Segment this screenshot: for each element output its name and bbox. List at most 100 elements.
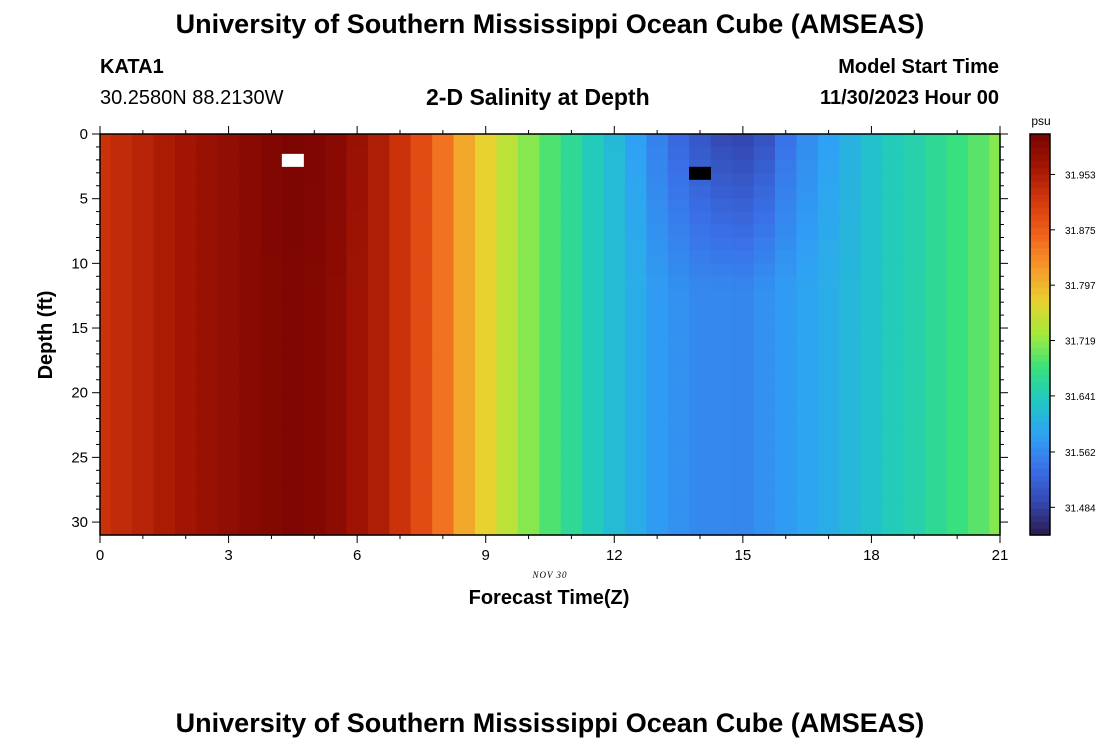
heatmap-cell — [496, 496, 519, 510]
heatmap-cell — [646, 146, 669, 161]
heatmap-cell — [367, 418, 390, 433]
heatmap-cell — [110, 328, 133, 342]
heatmap-cell — [732, 509, 755, 523]
heatmap-cell — [796, 444, 819, 458]
heatmap-cell — [367, 496, 390, 510]
heatmap-cell — [689, 315, 712, 329]
heatmap-cell — [603, 211, 626, 226]
heatmap-cell — [860, 328, 883, 342]
heatmap-cell — [132, 146, 155, 161]
heatmap-cell — [603, 496, 626, 510]
heatmap-cell — [325, 457, 348, 471]
heatmap-cell — [710, 134, 733, 148]
heatmap-cell — [153, 522, 176, 536]
heatmap-cell — [496, 392, 519, 407]
heatmap-cell — [817, 302, 840, 316]
colorbar-segment — [1030, 180, 1050, 189]
heatmap-cell — [925, 328, 948, 342]
heatmap-cell — [303, 340, 326, 355]
heatmap-cell — [303, 457, 326, 471]
heatmap-cell — [239, 328, 262, 342]
heatmap-cell — [667, 405, 690, 420]
heatmap-cell — [282, 444, 305, 458]
x-tick-label: 9 — [482, 547, 490, 564]
heatmap-cell — [903, 263, 926, 277]
heatmap-cell — [775, 496, 798, 510]
heatmap-cell — [796, 276, 819, 290]
minimum-marker — [689, 166, 711, 180]
heatmap-cell — [346, 315, 369, 329]
heatmap-cell — [153, 224, 176, 239]
heatmap-cell — [967, 134, 990, 148]
heatmap-cell — [753, 366, 776, 381]
heatmap-cell — [732, 496, 755, 510]
heatmap-cell — [775, 211, 798, 226]
heatmap-cell — [175, 405, 198, 420]
heatmap-cell — [667, 237, 690, 252]
heatmap-cell — [882, 509, 905, 523]
heatmap-cell — [110, 211, 133, 226]
heatmap-cell — [860, 224, 883, 239]
heatmap-cell — [282, 328, 305, 342]
heatmap-cell — [539, 172, 562, 187]
heatmap-cell — [946, 263, 969, 277]
heatmap-cell — [603, 444, 626, 458]
heatmap-cell — [517, 276, 540, 290]
heatmap-cell — [260, 457, 283, 471]
heatmap-cell — [560, 211, 583, 226]
heatmap-cell — [475, 366, 498, 381]
heatmap-cell — [389, 470, 412, 484]
heatmap-cell — [517, 509, 540, 523]
heatmap-cell — [582, 172, 605, 187]
heatmap-cell — [603, 431, 626, 446]
heatmap-cell — [989, 509, 1001, 523]
heatmap-cell — [732, 392, 755, 407]
heatmap-cell — [367, 159, 390, 174]
heatmap-cell — [689, 509, 712, 523]
colorbar-segment — [1030, 501, 1050, 509]
heatmap-cell — [882, 328, 905, 342]
heatmap-cell — [367, 250, 390, 264]
heatmap-cell — [410, 172, 433, 187]
heatmap-cell — [325, 353, 348, 368]
heatmap-cell — [817, 353, 840, 368]
heatmap-cell — [260, 405, 283, 420]
heatmap-cell — [667, 185, 690, 200]
heatmap-cell — [753, 172, 776, 187]
heatmap-cell — [346, 302, 369, 316]
heatmap-cell — [582, 237, 605, 252]
heatmap-cell — [453, 276, 476, 290]
heatmap-cell — [132, 185, 155, 200]
heatmap-cell — [860, 185, 883, 200]
heatmap-cell — [110, 470, 133, 484]
heatmap-cell — [100, 276, 112, 290]
heatmap-cell — [582, 211, 605, 226]
heatmap-cell — [100, 379, 112, 394]
colorbar-segment — [1030, 207, 1050, 215]
heatmap-cell — [775, 379, 798, 394]
heatmap-cell — [710, 353, 733, 368]
heatmap-cell — [903, 289, 926, 303]
heatmap-cell — [475, 172, 498, 187]
heatmap-cell — [410, 418, 433, 433]
heatmap-cell — [689, 263, 712, 277]
heatmap-cell — [775, 418, 798, 433]
heatmap-cell — [817, 340, 840, 355]
heatmap-cell — [196, 302, 219, 316]
heatmap-cell — [432, 522, 455, 536]
heatmap-cell — [796, 483, 819, 497]
heatmap-cell — [689, 405, 712, 420]
heatmap-cell — [303, 211, 326, 226]
heatmap-cell — [410, 483, 433, 497]
heatmap-cell — [796, 509, 819, 523]
heatmap-cell — [389, 444, 412, 458]
heatmap-cell — [989, 302, 1001, 316]
heatmap-cell — [775, 198, 798, 213]
heatmap-cell — [796, 146, 819, 161]
heatmap-cell — [989, 237, 1001, 252]
heatmap-cell — [260, 392, 283, 407]
heatmap-cell — [946, 431, 969, 446]
heatmap-cell — [132, 302, 155, 316]
heatmap-cell — [325, 134, 348, 148]
heatmap-cell — [646, 366, 669, 381]
